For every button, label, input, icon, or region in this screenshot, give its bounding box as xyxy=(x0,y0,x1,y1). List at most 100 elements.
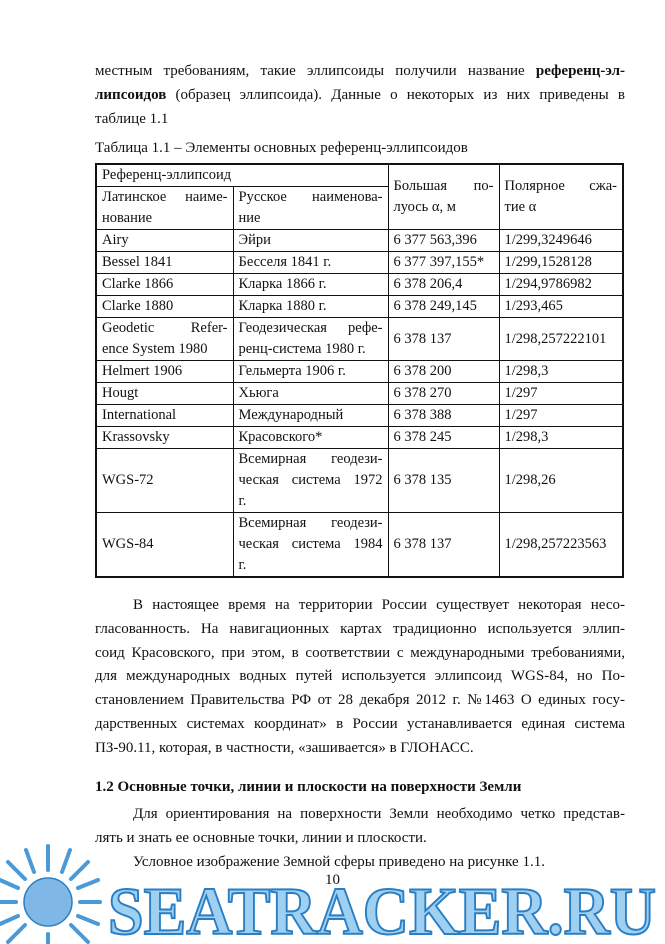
table-row: Hougt Хьюга 6 378 270 1/297 xyxy=(95,382,624,405)
table-caption: Таблица 1.1 – Элементы основных референц… xyxy=(95,140,468,156)
text-line: Для ориентирования на поверхности Земли … xyxy=(133,806,625,822)
table-cell: Геодезическая рефе-ренц-система 1980 г. xyxy=(232,317,389,361)
table-cell: 6 378 270 xyxy=(387,382,500,405)
text-line: дарственных системах координат» в России… xyxy=(95,715,625,732)
table-row: International Международный 6 378 388 1/297 xyxy=(95,404,624,427)
text-line: становлением Правительства РФ от 28 дека… xyxy=(95,692,625,709)
table-cell: Международный xyxy=(232,404,389,427)
column-header: Полярное сжа-тие α xyxy=(498,163,624,230)
cell-line: ние xyxy=(238,210,261,226)
table-cell: Airy xyxy=(95,229,234,252)
table-row: Airy Эйри 6 377 563,396 1/299,3249646 xyxy=(95,229,624,252)
table-cell: 1/298,3 xyxy=(498,426,624,449)
table-cell: Хьюга xyxy=(232,382,389,405)
cell-line: ence System 1980 xyxy=(102,341,208,357)
table-cell: 6 378 388 xyxy=(387,404,500,427)
table-cell: 6 378 137 xyxy=(387,512,500,578)
text-run: (образец эллипсоида). Данные о некоторых… xyxy=(166,86,625,103)
section-heading: 1.2 Основные точки, линии и плоскости на… xyxy=(95,779,522,795)
table-cell: Hougt xyxy=(95,382,234,405)
cell-line: ческая система 1972 xyxy=(238,472,383,488)
text-line: Условное изображение Земной сферы привед… xyxy=(133,854,545,870)
table-row: Geodetic Refer-ence System 1980 Геодезиче… xyxy=(95,317,624,361)
text-run: липсоидов xyxy=(95,86,167,103)
table-cell: 1/297 xyxy=(498,382,624,405)
table-cell: 6 378 206,4 xyxy=(387,273,500,296)
page-number: 10 xyxy=(325,872,340,888)
cell-line: тие α xyxy=(504,199,537,215)
cell-line: луось α, м xyxy=(393,199,456,215)
table-cell: 1/299,1528128 xyxy=(498,251,624,274)
text-line: местным требованиям, такие эллипсоиды по… xyxy=(95,60,625,84)
table-cell: 6 377 397,155* xyxy=(387,251,500,274)
cell-line: Всемирная геодези- xyxy=(238,451,383,467)
table-row: WGS-84 Всемирная геодези-ческая система 1… xyxy=(95,512,624,578)
table-cell: Красовского* xyxy=(232,426,389,449)
column-header: Большая по-луось α, м xyxy=(387,163,500,230)
watermark-text: SEATRACKER.RU xyxy=(108,873,656,944)
cell-line: г. xyxy=(238,493,247,509)
table-cell: 6 377 563,396 xyxy=(387,229,500,252)
table-cell: Helmert 1906 xyxy=(95,360,234,383)
table-row: Clarke 1880 Кларка 1880 г. 6 378 249,145 1/… xyxy=(95,295,624,318)
table-cell: 1/294,9786982 xyxy=(498,273,624,296)
sun-logo xyxy=(0,844,102,944)
table-cell: Гельмерта 1906 г. xyxy=(232,360,389,383)
table-cell: 1/299,3249646 xyxy=(498,229,624,252)
text-line: В настоящее время на территории России с… xyxy=(133,597,625,613)
cell-line: г. xyxy=(238,557,247,573)
table-row: Helmert 1906 Гельмерта 1906 г. 6 378 200 1/… xyxy=(95,360,624,383)
column-header: Русское наименова-ние xyxy=(232,186,389,230)
intro-paragraph: местным требованиям, такие эллипсоиды по… xyxy=(95,60,625,131)
table-cell: Кларка 1866 г. xyxy=(232,273,389,296)
text-run: референц-эл- xyxy=(535,63,625,79)
table-cell: 1/298,3 xyxy=(498,360,624,383)
table-cell: Clarke 1866 xyxy=(95,273,234,296)
table-cell: Всемирная геодези-ческая система 1972 г. xyxy=(232,448,389,513)
paragraph: Условное изображение Земной сферы привед… xyxy=(95,851,625,875)
table-cell: Бесселя 1841 г. xyxy=(232,251,389,274)
table-cell: 1/297 xyxy=(498,404,624,427)
cell-line: Большая по- xyxy=(393,178,494,194)
table-row: WGS-72 Всемирная геодези-ческая система 1… xyxy=(95,448,624,513)
table-cell: Эйри xyxy=(232,229,389,252)
cell-line: ренц-система 1980 г. xyxy=(238,341,366,357)
table-cell: 6 378 135 xyxy=(387,448,500,513)
text-run: таблице 1.1 xyxy=(95,110,169,127)
text-line: соид Красовского, при этом, в соответств… xyxy=(95,644,625,661)
table-cell: Clarke 1880 xyxy=(95,295,234,318)
cell-line: Всемирная геодези- xyxy=(238,515,383,531)
text-line: ПЗ-90.11, которая, в частности, «зашивае… xyxy=(95,739,474,756)
table-row: Krassovsky Красовского* 6 378 245 1/298,3 xyxy=(95,426,624,449)
table-cell: 1/298,26 xyxy=(498,448,624,513)
table-cell: Всемирная геодези-ческая система 1984 г. xyxy=(232,512,389,578)
table-row: Clarke 1866 Кларка 1866 г. 6 378 206,4 1/29… xyxy=(95,273,624,296)
table-cell: 1/298,257223563 xyxy=(498,512,624,578)
text-line: для международных водных путей используе… xyxy=(95,668,625,685)
group-header: Референц-эллипсоид xyxy=(95,163,389,187)
cell-line: Полярное сжа- xyxy=(504,178,618,194)
column-header: Латинское наиме-нование xyxy=(95,186,234,230)
table-cell: Bessel 1841 xyxy=(95,251,234,274)
cell-line: нование xyxy=(102,210,153,226)
table-cell: 6 378 249,145 xyxy=(387,295,500,318)
header-row: Латинское наиме-нование Русское наименова… xyxy=(95,186,623,230)
text-line: липсоидов (образец эллипсоида). Данные о… xyxy=(95,84,625,108)
table-cell: WGS-84 xyxy=(95,512,234,578)
text-line: лять и знать ее основные точки, линии и … xyxy=(95,829,427,846)
watermark: SEATRACKER.RU xyxy=(0,844,657,944)
cell-line: ческая система 1984 xyxy=(238,536,383,552)
table-cell: International xyxy=(95,404,234,427)
table-cell: Кларка 1880 г. xyxy=(232,295,389,318)
cell-line: Русское наименова- xyxy=(238,189,383,205)
paragraph: Для ориентирования на поверхности Земли … xyxy=(95,803,625,851)
table-cell: 1/293,465 xyxy=(498,295,624,318)
text-line: гласованность. На навигационных картах т… xyxy=(95,620,625,637)
table-cell: 6 378 200 xyxy=(387,360,500,383)
text-run: местным требованиям, такие эллипсоиды по… xyxy=(95,63,536,79)
table-cell: 1/298,257222101 xyxy=(498,317,624,361)
cell-line: Геодезическая рефе- xyxy=(238,320,383,336)
